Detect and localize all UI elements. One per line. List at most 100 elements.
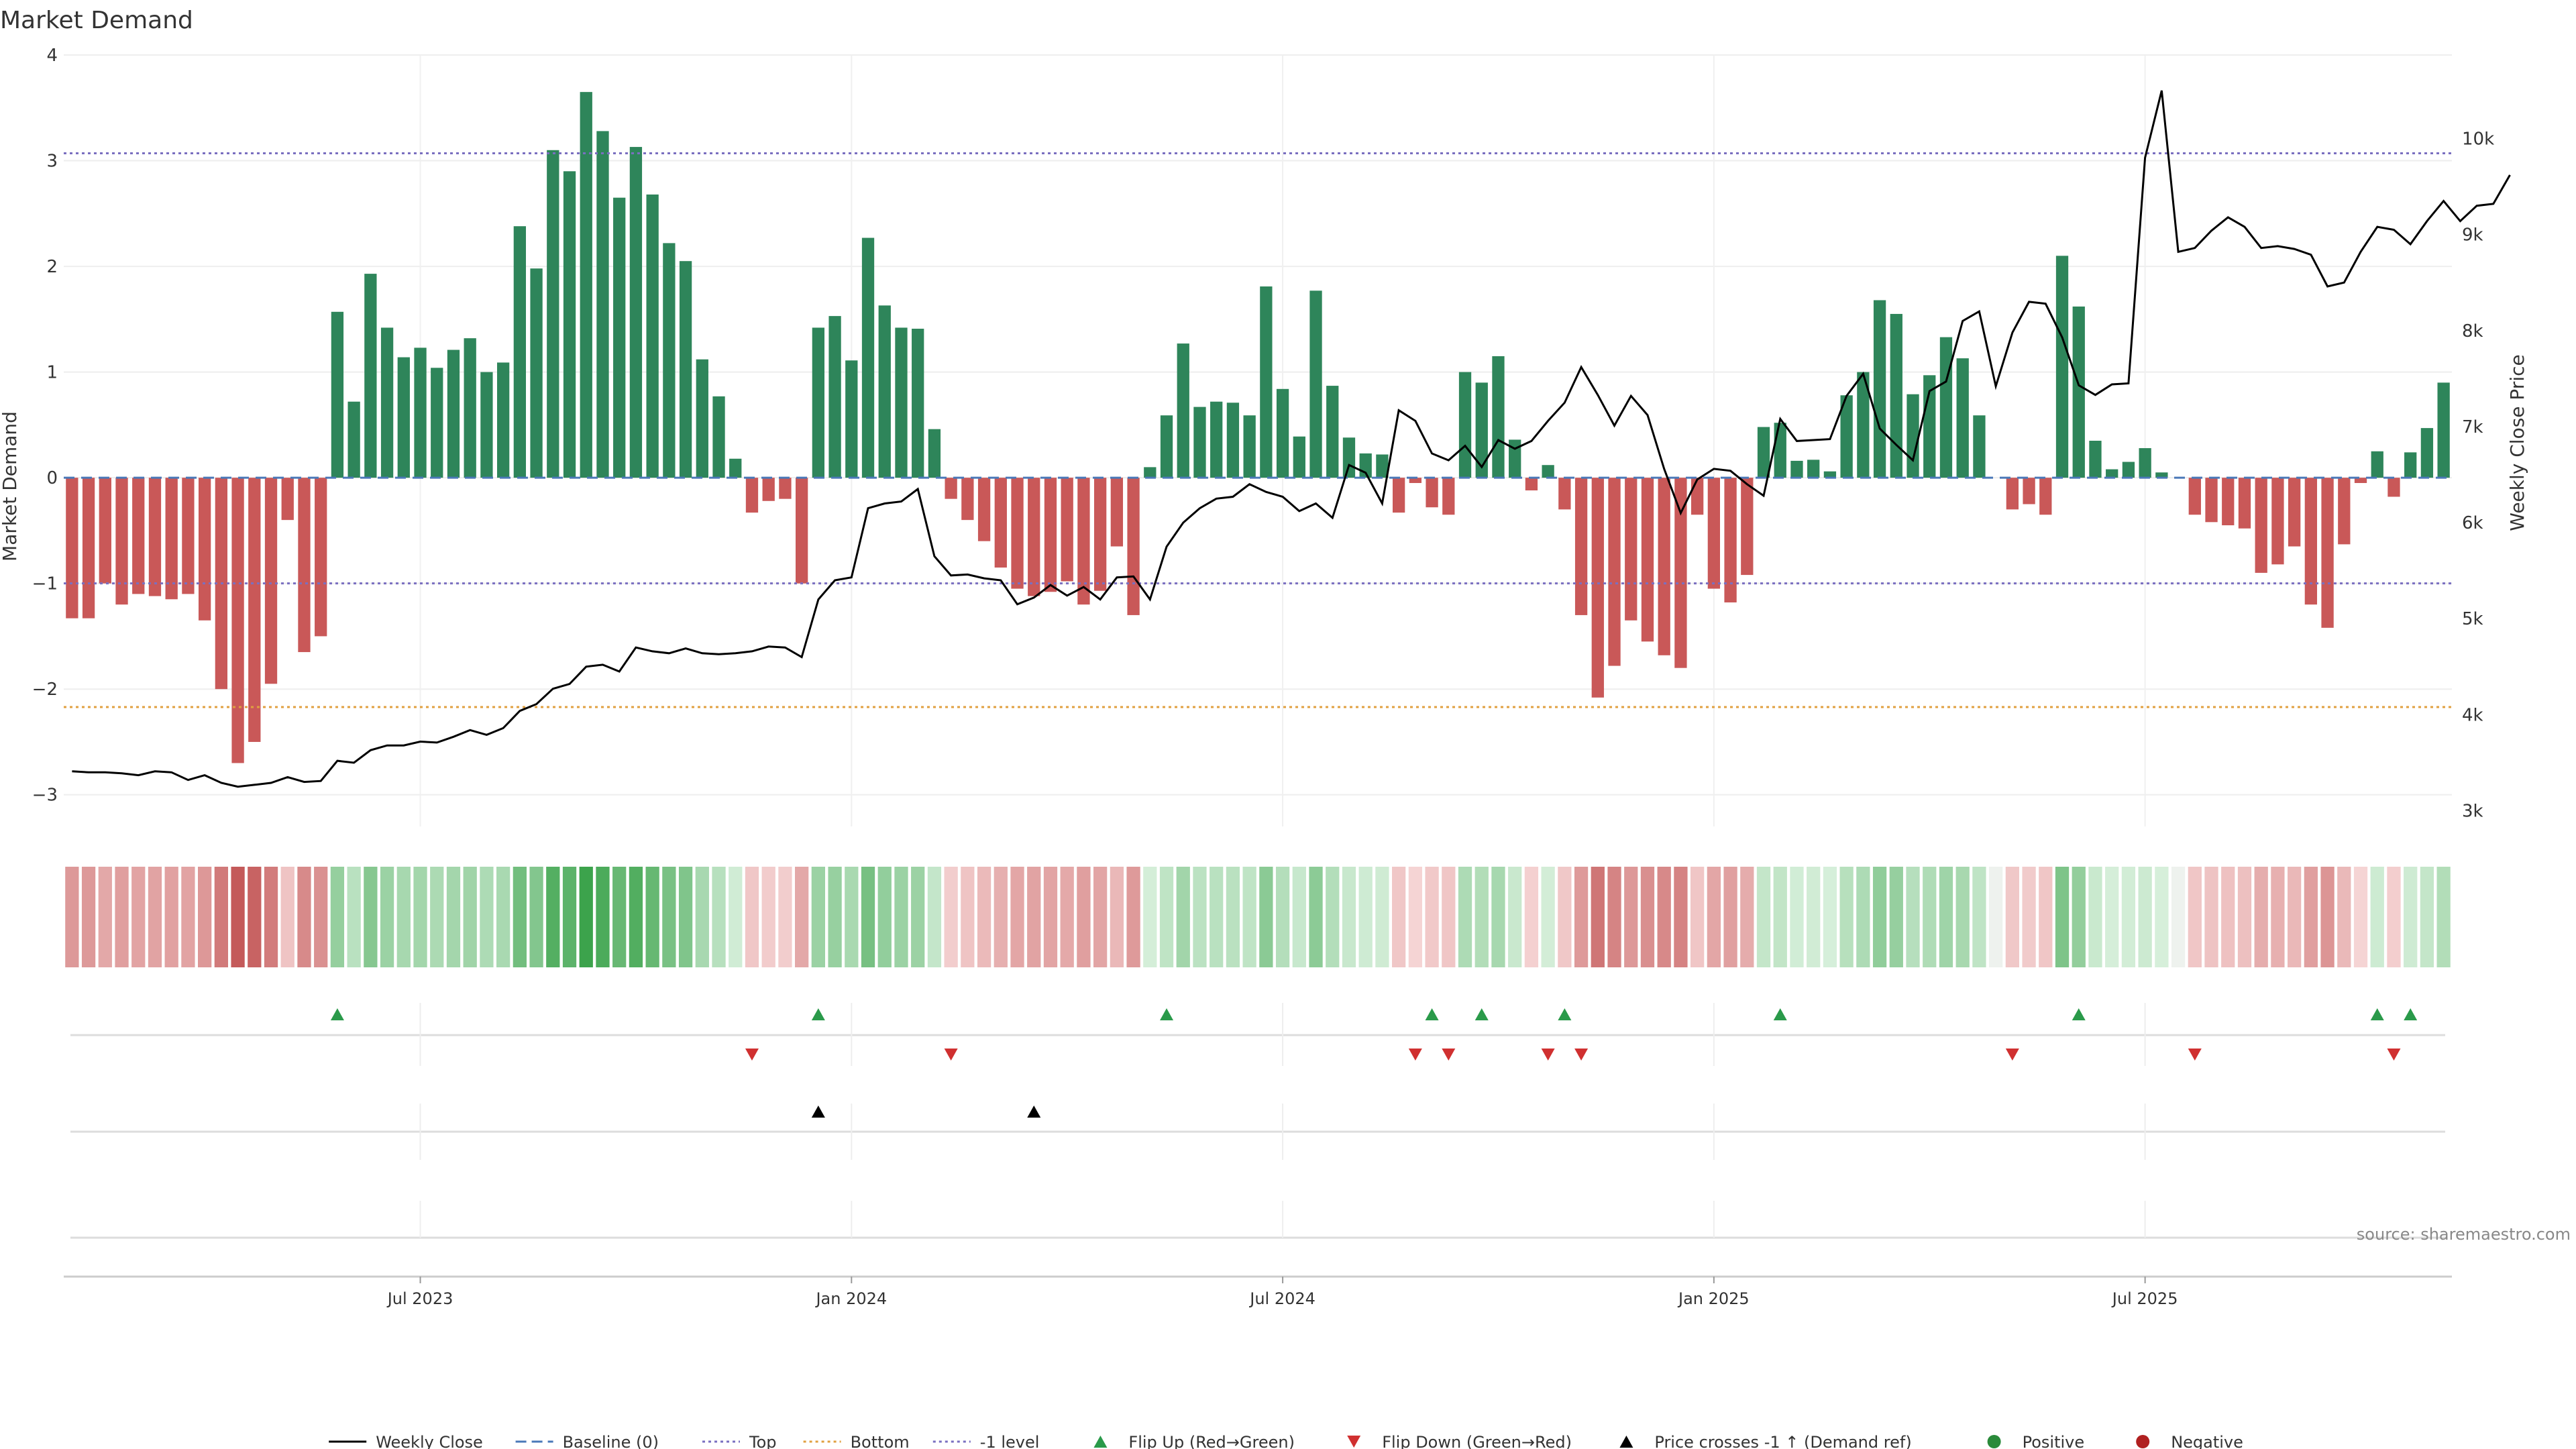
x-tick-label: Jul 2023: [386, 1289, 453, 1308]
demand-bar: [961, 478, 974, 521]
right-tick-label: 6k: [2462, 513, 2483, 533]
legend-symbol: [1987, 1435, 2001, 1448]
demand-bar: [1625, 478, 1638, 621]
demand-bar: [1525, 478, 1538, 491]
demand-bar: [66, 478, 78, 619]
demand-bar: [2420, 428, 2434, 478]
flip-up-marker: [1773, 1008, 1787, 1020]
heat-cell: [1093, 867, 1108, 967]
demand-heat-strip: [65, 867, 2451, 967]
heat-cell: [1541, 867, 1555, 967]
demand-bar: [1724, 478, 1737, 603]
legend-label: Flip Down (Green→Red): [1382, 1433, 1572, 1449]
heat-cell: [1326, 867, 1340, 967]
legend-label: Price crosses -1 ↑ (Demand ref): [1654, 1433, 1911, 1449]
heat-cell: [1159, 867, 1174, 967]
demand-bar: [2271, 478, 2284, 565]
right-tick-label: 3k: [2462, 802, 2483, 822]
heat-cell: [1027, 867, 1041, 967]
demand-bar: [596, 131, 609, 478]
demand-bar: [1641, 478, 1654, 642]
demand-bar: [845, 360, 858, 478]
demand-bar: [1144, 467, 1157, 478]
heat-cell: [2387, 867, 2401, 967]
heat-cell: [596, 867, 610, 967]
heat-cell: [2204, 867, 2218, 967]
heat-cell: [927, 867, 942, 967]
demand-bar: [2404, 452, 2417, 478]
heat-cell: [1690, 867, 1705, 967]
heat-cell: [1143, 867, 1157, 967]
demand-bar: [397, 357, 410, 478]
right-axis-label: Weekly Close Price: [2506, 354, 2528, 531]
demand-bar: [530, 268, 543, 478]
demand-bar: [2338, 478, 2351, 545]
demand-bar: [2205, 478, 2218, 523]
heat-cell: [712, 867, 726, 967]
demand-bar: [315, 478, 327, 637]
heat-cell: [695, 867, 709, 967]
chart-title: Market Demand: [0, 7, 193, 34]
heat-cell: [1342, 867, 1356, 967]
heat-cell: [2171, 867, 2186, 967]
heat-cell: [2221, 867, 2235, 967]
heat-cell: [2088, 867, 2102, 967]
heat-cell: [1358, 867, 1373, 967]
heat-cell: [1176, 867, 1190, 967]
demand-bar: [878, 305, 891, 478]
heat-cell: [98, 867, 112, 967]
legend-label: Flip Up (Red→Green): [1128, 1433, 1295, 1449]
heat-cell: [894, 867, 908, 967]
heat-cell: [2055, 867, 2070, 967]
demand-bar: [1260, 286, 1273, 478]
heat-cell: [347, 867, 361, 967]
demand-bar: [646, 194, 659, 478]
demand-bar: [1426, 478, 1438, 508]
demand-bar: [2122, 462, 2135, 478]
demand-bar: [480, 372, 493, 478]
heat-cell: [198, 867, 212, 967]
heat-cell: [529, 867, 543, 967]
x-tick-label: Jul 2024: [1248, 1289, 1316, 1308]
heat-cell: [1408, 867, 1422, 967]
heat-cell: [861, 867, 875, 967]
heat-cell: [662, 867, 676, 967]
heat-cell: [2370, 867, 2384, 967]
left-tick-label: 4: [46, 46, 58, 66]
demand-bar: [464, 338, 476, 478]
heat-cell: [513, 867, 527, 967]
heat-cell: [1110, 867, 1124, 967]
demand-bar: [1293, 436, 1305, 478]
legend-item-flip_up: Flip Up (Red→Green): [1093, 1433, 1295, 1449]
demand-bar: [82, 478, 95, 619]
demand-bar: [2089, 441, 2102, 478]
demand-bar: [795, 478, 808, 584]
heat-cell: [612, 867, 627, 967]
demand-bar: [712, 396, 725, 478]
demand-bar: [912, 329, 924, 478]
legend-label: -1 level: [980, 1433, 1040, 1449]
demand-bar: [1409, 478, 1422, 484]
demand-bar: [1127, 478, 1140, 615]
demand-bar: [2288, 478, 2301, 547]
heat-cell: [2237, 867, 2252, 967]
demand-bar: [745, 478, 759, 513]
heat-cell: [2288, 867, 2302, 967]
demand-bar: [1492, 356, 1505, 478]
right-tick-label: 9k: [2462, 225, 2483, 246]
right-tick-label: 4k: [2462, 705, 2483, 725]
demand-bar: [1608, 478, 1621, 666]
demand-bar: [2006, 478, 2019, 510]
flip-up-marker: [1425, 1008, 1439, 1020]
heat-cell: [264, 867, 278, 967]
demand-bar: [198, 478, 211, 621]
legend-item-price_cross: Price crosses -1 ↑ (Demand ref): [1619, 1433, 1912, 1449]
heat-cell: [1674, 867, 1688, 967]
flip-down-marker: [944, 1049, 958, 1061]
demand-bar: [2304, 478, 2318, 605]
heat-cell: [1889, 867, 1903, 967]
right-axis: 10k 9k 8k 7k 6k 5k 4k 3k: [2462, 129, 2494, 822]
demand-bar: [1823, 471, 1837, 478]
heat-cell: [164, 867, 178, 967]
